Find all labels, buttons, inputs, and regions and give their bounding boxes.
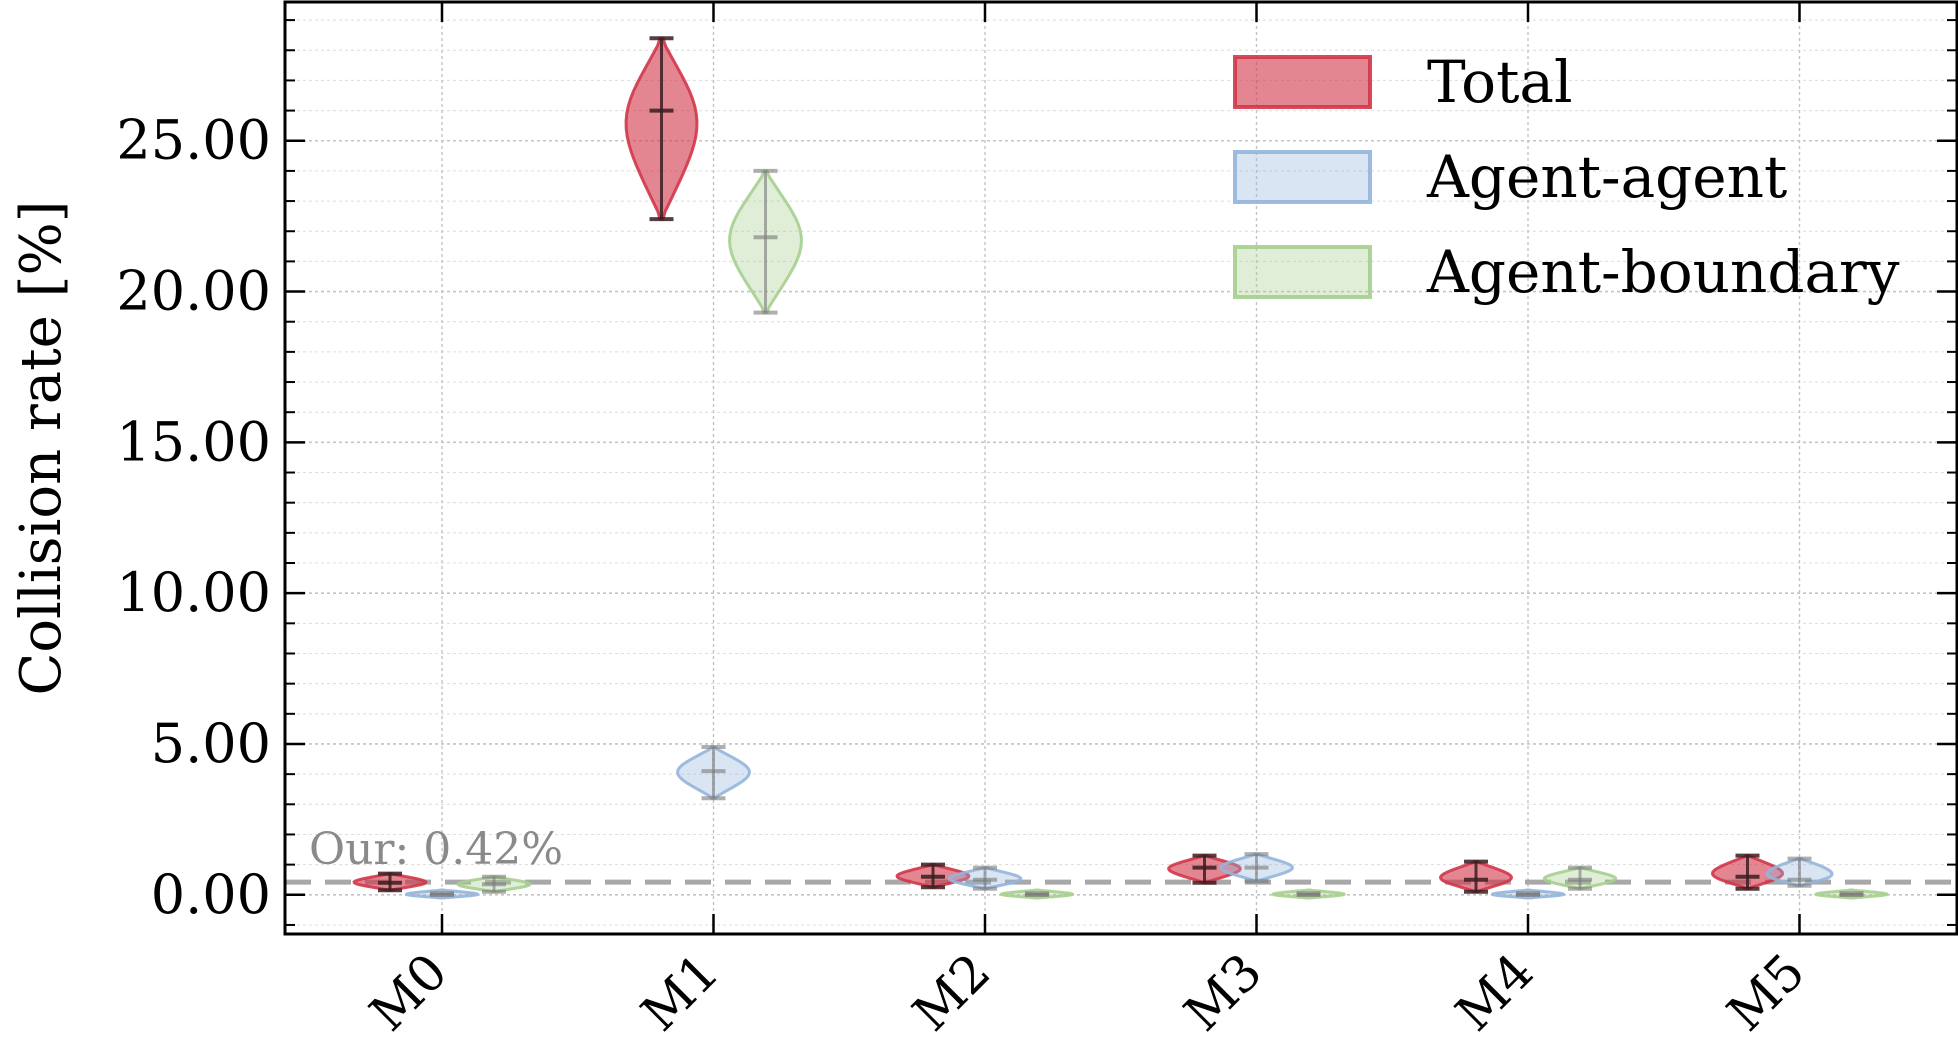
plot-frame	[283, 0, 1958, 936]
y-tick-label: 15.00	[116, 410, 271, 473]
x-tick-label: M1	[630, 942, 730, 1042]
legend-swatch	[1233, 245, 1372, 299]
reference-line-label: Our: 0.42%	[309, 824, 563, 875]
y-tick-label: 25.00	[116, 109, 271, 172]
legend-label: Total	[1427, 48, 1573, 116]
legend-label: Agent-agent	[1426, 143, 1787, 211]
y-axis-label-group: Collision rate [%]	[9, 200, 74, 695]
y-tick-label: 10.00	[116, 561, 271, 624]
legend-label: Agent-boundary	[1426, 238, 1900, 306]
x-tick-label: M5	[1716, 942, 1816, 1042]
x-tick-label: M2	[902, 942, 1002, 1042]
y-tick-label: 0.00	[151, 863, 271, 926]
violin-series-agent-boundary	[456, 168, 1889, 900]
x-tick-label: M4	[1445, 942, 1545, 1042]
grid	[285, 2, 1957, 934]
legend: Total Agent-agent Agent-boundary	[1233, 48, 1900, 306]
violins	[352, 36, 1889, 900]
x-tick-label: M3	[1173, 942, 1273, 1042]
legend-swatch	[1233, 55, 1372, 109]
violin-series-total	[352, 36, 1785, 894]
x-tick-label: M0	[359, 942, 459, 1042]
y-tick-label: 5.00	[151, 712, 271, 775]
y-axis-label: Collision rate [%]	[9, 200, 74, 695]
y-tick-label: 20.00	[116, 260, 271, 323]
reference-line-group: Our: 0.42%	[285, 824, 1957, 885]
legend-swatch	[1233, 150, 1372, 204]
violin-series-agent-agent	[404, 744, 1834, 900]
